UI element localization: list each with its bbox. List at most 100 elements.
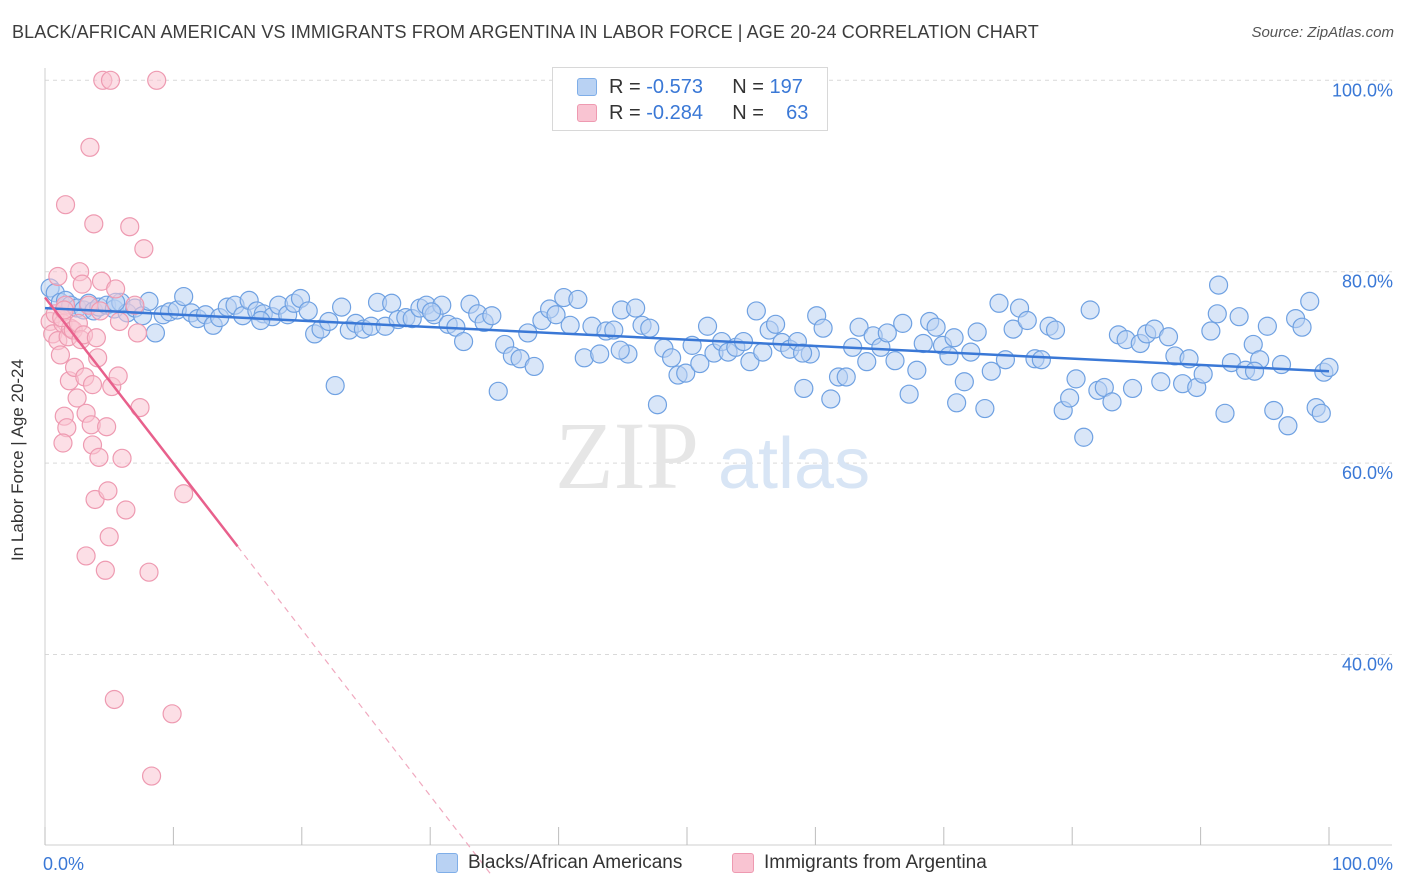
legend-n-label: N = bbox=[732, 101, 764, 124]
data-point-blacks bbox=[1292, 317, 1312, 337]
data-point-blacks bbox=[885, 351, 905, 371]
legend-item-argentina[interactable]: Immigrants from Argentina bbox=[732, 852, 987, 874]
data-point-blacks bbox=[488, 381, 508, 401]
data-point-argentina bbox=[109, 311, 130, 332]
data-point-argentina bbox=[120, 217, 140, 237]
trend-lines bbox=[44, 296, 1330, 876]
data-point-blacks bbox=[1017, 310, 1037, 331]
data-point-blacks bbox=[1311, 403, 1331, 423]
data-point-blacks bbox=[1122, 378, 1143, 399]
data-point-argentina bbox=[141, 766, 162, 786]
data-point-blacks bbox=[1215, 403, 1235, 423]
data-point-blacks bbox=[944, 328, 964, 348]
data-point-argentina bbox=[53, 433, 73, 453]
data-point-blacks bbox=[610, 340, 630, 360]
data-point-blacks bbox=[1257, 316, 1277, 336]
data-point-blacks bbox=[967, 322, 987, 342]
legend-r-label: R = bbox=[609, 75, 641, 98]
data-point-blacks bbox=[1264, 400, 1284, 421]
data-point-blacks bbox=[1278, 416, 1298, 436]
data-point-blacks bbox=[995, 350, 1016, 370]
data-point-argentina bbox=[48, 266, 68, 287]
x-tick-label: 0.0% bbox=[43, 854, 84, 874]
data-point-blacks bbox=[626, 298, 646, 318]
chart-title: BLACK/AFRICAN AMERICAN VS IMMIGRANTS FRO… bbox=[12, 22, 1039, 42]
data-point-argentina bbox=[134, 239, 154, 259]
pink-swatch-icon bbox=[732, 853, 754, 873]
data-point-argentina bbox=[174, 484, 194, 504]
data-point-argentina bbox=[99, 527, 119, 547]
data-point-blacks bbox=[746, 301, 766, 321]
data-point-argentina bbox=[67, 388, 87, 408]
data-point-blacks bbox=[1066, 369, 1086, 389]
data-point-blacks bbox=[907, 360, 927, 380]
data-point-argentina bbox=[76, 546, 96, 566]
data-point-blacks bbox=[174, 286, 194, 307]
legend-row-blacks: R = -0.573 N = 197 bbox=[577, 75, 803, 99]
data-point-blacks bbox=[1074, 427, 1094, 447]
data-point-blacks bbox=[926, 317, 946, 337]
legend-n-value: 197 bbox=[769, 75, 803, 98]
data-point-blacks bbox=[421, 302, 442, 322]
data-point-blacks bbox=[1060, 388, 1080, 408]
data-point-blacks bbox=[590, 344, 610, 364]
data-point-argentina bbox=[139, 562, 159, 582]
data-point-blacks bbox=[1193, 364, 1213, 384]
data-point-blacks bbox=[849, 317, 869, 337]
data-point-blacks bbox=[145, 323, 166, 343]
data-point-blacks bbox=[325, 375, 345, 396]
source-label: Source: ZipAtlas.com bbox=[1251, 24, 1394, 41]
watermark: ZIP atlas bbox=[555, 402, 870, 509]
data-point-argentina bbox=[104, 689, 124, 710]
series-legend: Blacks/African Americans Immigrants from… bbox=[0, 852, 1406, 878]
data-point-blacks bbox=[568, 289, 588, 310]
data-point-blacks bbox=[332, 297, 352, 317]
data-point-blacks bbox=[821, 389, 841, 409]
legend-item-label: Immigrants from Argentina bbox=[764, 852, 987, 873]
watermark-zip: ZIP bbox=[555, 402, 699, 509]
data-point-blacks bbox=[1158, 327, 1179, 347]
data-point-blacks bbox=[792, 343, 813, 363]
series-argentina-points bbox=[40, 70, 194, 786]
trend-line-argentina bbox=[44, 296, 239, 548]
stats-legend: R = -0.573 N = 197 R = -0.284 N = 63 bbox=[552, 67, 828, 131]
trend-line-blacks bbox=[44, 306, 1330, 373]
data-point-blacks bbox=[981, 361, 1001, 381]
data-point-blacks bbox=[740, 352, 760, 372]
data-point-blacks bbox=[857, 352, 877, 372]
data-point-argentina bbox=[147, 70, 167, 90]
data-point-argentina bbox=[95, 560, 115, 580]
x-tick-label: 100.0% bbox=[1332, 854, 1393, 874]
data-point-blacks bbox=[453, 331, 474, 352]
data-point-blacks bbox=[382, 293, 402, 313]
blue-swatch-icon bbox=[436, 853, 458, 873]
data-point-blacks bbox=[1003, 319, 1023, 339]
data-point-argentina bbox=[50, 345, 71, 365]
data-point-blacks bbox=[794, 378, 814, 399]
data-point-blacks bbox=[939, 346, 959, 366]
data-point-argentina bbox=[86, 328, 106, 348]
legend-item-blacks[interactable]: Blacks/African Americans bbox=[436, 852, 682, 874]
data-point-blacks bbox=[661, 348, 682, 368]
data-point-argentina bbox=[106, 279, 126, 299]
data-point-argentina bbox=[108, 366, 128, 386]
legend-n-value: 63 bbox=[786, 101, 809, 124]
data-point-argentina bbox=[82, 375, 103, 395]
data-point-argentina bbox=[162, 704, 182, 724]
data-point-blacks bbox=[1244, 361, 1265, 381]
data-point-blacks bbox=[954, 372, 974, 392]
series-blacks-points bbox=[40, 275, 1339, 447]
tick-labels: 40.0% 60.0% 80.0% 100.0% 0.0% 100.0% bbox=[43, 80, 1393, 874]
legend-n-label: N = bbox=[732, 75, 764, 98]
data-point-blacks bbox=[1319, 357, 1339, 377]
data-point-blacks bbox=[647, 395, 668, 415]
data-point-argentina bbox=[100, 70, 121, 90]
data-point-argentina bbox=[112, 448, 132, 468]
legend-row-argentina: R = -0.284 N = 63 bbox=[577, 101, 808, 125]
data-point-blacks bbox=[1151, 372, 1171, 392]
data-point-blacks bbox=[836, 367, 856, 387]
data-point-blacks bbox=[1207, 304, 1227, 324]
data-point-argentina bbox=[98, 481, 118, 501]
data-point-blacks bbox=[690, 353, 710, 374]
